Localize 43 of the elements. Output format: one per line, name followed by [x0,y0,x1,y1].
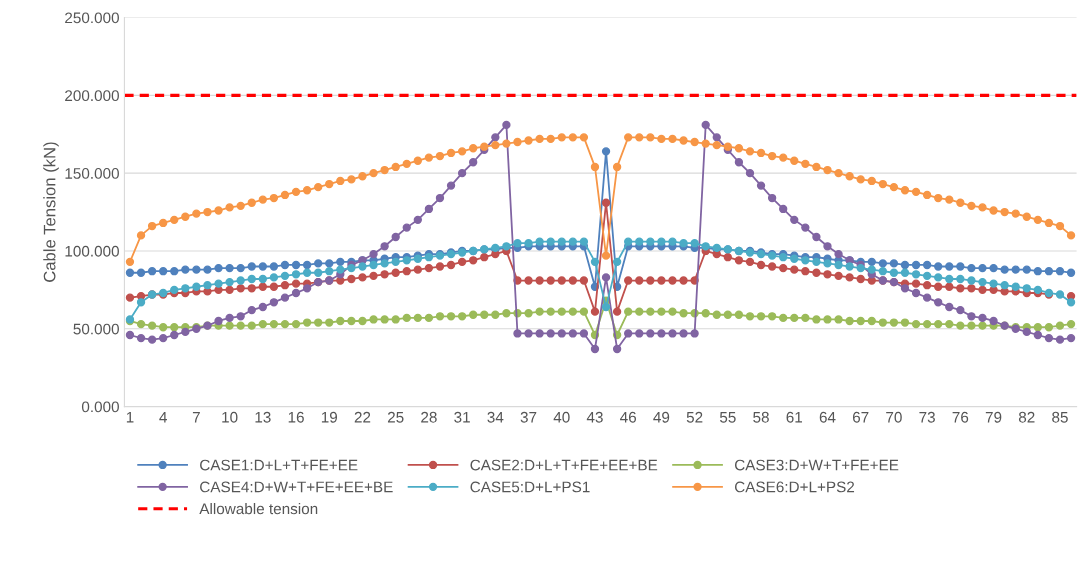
x-tick-label: 43 [586,411,603,423]
x-tick-label: 52 [686,411,703,423]
x-tick-label: 70 [886,411,902,423]
x-tick-label: 76 [952,411,969,423]
y-tick-label: 150.000 [65,168,119,179]
x-tick-label: 49 [653,411,670,423]
x-tick-label: 25 [387,411,404,423]
legend-label: CASE6:D+L+PS2 [734,481,855,493]
y-tick-label: 200.000 [65,90,119,102]
x-tick-label: 16 [288,411,304,423]
x-tick-label: 19 [321,411,338,423]
x-tick-label: 37 [520,411,537,423]
y-tick-label: 50.000 [73,323,119,335]
x-tick-label: 31 [454,411,470,423]
x-tick-label: 7 [192,412,200,423]
x-tick-label: 55 [719,412,736,423]
legend-label: CASE2:D+L+T+FE+EE+BE [470,459,658,471]
x-tick-label: 4 [159,412,167,423]
legend-label: Allowable tension [199,502,318,515]
x-tick-label: 64 [819,411,836,423]
x-tick-label: 58 [753,411,769,423]
x-tick-label: 1 [126,412,134,423]
y-tick-label: 100.000 [65,245,119,257]
legend-label: CASE1:D+L+T+FE+EE [200,459,358,471]
legend-label: CASE4:D+W+T+FE+EE+BE [200,481,393,493]
y-axis-title: Cable Tension (kN) [43,142,59,282]
x-tick-label: 46 [620,411,637,423]
x-tick-label: 82 [1018,411,1035,423]
x-tick-label: 85 [1052,411,1068,423]
legend-label: CASE3:D+W+T+FE+EE [734,459,899,471]
x-tick-label: 67 [852,411,869,423]
x-tick-label: 40 [553,411,570,423]
x-tick-label: 61 [786,411,803,423]
x-tick-label: 28 [421,411,437,423]
x-tick-label: 79 [985,411,1002,423]
y-tick-label: 250.000 [65,12,119,24]
y-tick-label: 0.000 [81,401,119,413]
x-tick-label: 34 [487,411,504,423]
x-tick-label: 73 [919,411,935,423]
x-tick-label: 13 [255,411,271,423]
x-tick-label: 10 [222,411,238,423]
x-tick-label: 22 [354,411,371,423]
legend-label: CASE5:D+L+PS1 [470,481,590,493]
